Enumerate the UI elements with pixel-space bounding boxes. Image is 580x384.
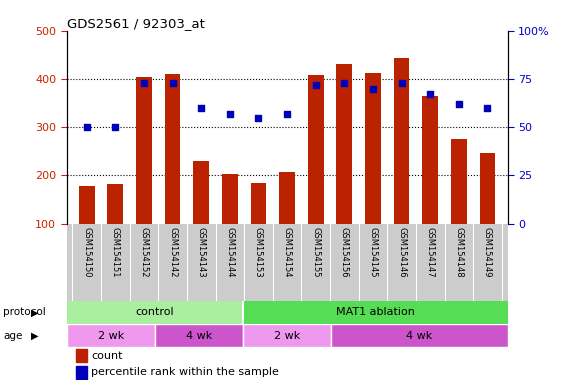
Point (340, 80, 349, 86)
Text: GSM154153: GSM154153 (254, 227, 263, 278)
Point (225, 111, 234, 117)
Bar (155, 324, 243, 347)
Text: GSM154154: GSM154154 (282, 227, 292, 278)
Text: GSM154152: GSM154152 (139, 227, 148, 278)
Text: 4 wk: 4 wk (186, 331, 212, 341)
Bar (308, 75, 324, 223)
Point (197, 105, 206, 111)
Point (168, 80, 177, 86)
Bar (336, 63, 352, 223)
Bar (331, 324, 508, 347)
Text: MAT1 ablation: MAT1 ablation (336, 307, 415, 317)
Text: GSM154144: GSM154144 (226, 227, 234, 278)
Text: GDS2561 / 92303_at: GDS2561 / 92303_at (67, 17, 205, 30)
Text: GSM154147: GSM154147 (426, 227, 435, 278)
Bar (243, 301, 508, 324)
Text: protocol: protocol (3, 307, 46, 317)
Text: GSM154155: GSM154155 (311, 227, 320, 278)
Bar (394, 58, 409, 223)
Bar (193, 161, 209, 223)
Bar (222, 174, 238, 223)
Text: GSM154150: GSM154150 (82, 227, 91, 278)
Bar (75, 366, 86, 379)
Text: 2 wk: 2 wk (274, 331, 300, 341)
Bar (251, 183, 266, 223)
Text: 2 wk: 2 wk (97, 331, 124, 341)
Text: GSM154143: GSM154143 (197, 227, 206, 278)
Bar (79, 186, 95, 223)
Text: GSM154151: GSM154151 (111, 227, 120, 278)
Text: GSM154156: GSM154156 (340, 227, 349, 278)
Bar (243, 324, 331, 347)
Point (111, 124, 120, 130)
Point (311, 82, 320, 88)
Text: GSM154146: GSM154146 (397, 227, 406, 278)
Point (139, 80, 148, 86)
Bar (422, 96, 438, 223)
Point (82, 124, 92, 130)
Bar (75, 349, 86, 362)
Bar (165, 74, 180, 223)
Text: ▶: ▶ (31, 307, 39, 317)
Point (483, 105, 492, 111)
Text: control: control (136, 307, 174, 317)
Text: 4 wk: 4 wk (406, 331, 433, 341)
Bar (67, 301, 243, 324)
Text: count: count (91, 351, 122, 361)
Bar (365, 73, 381, 223)
Text: percentile rank within the sample: percentile rank within the sample (91, 367, 279, 377)
Text: GSM154142: GSM154142 (168, 227, 177, 278)
Text: ▶: ▶ (31, 331, 39, 341)
Point (254, 114, 263, 121)
Bar (279, 172, 295, 223)
Bar (107, 184, 123, 223)
Text: age: age (3, 331, 22, 341)
Text: GSM154149: GSM154149 (483, 227, 492, 278)
Point (282, 111, 292, 117)
Point (397, 80, 406, 86)
Point (454, 101, 463, 107)
Bar (480, 153, 495, 223)
Point (368, 86, 378, 92)
Text: GSM154148: GSM154148 (454, 227, 463, 278)
Text: GSM154145: GSM154145 (368, 227, 378, 278)
Bar (136, 76, 152, 223)
Bar (67, 324, 155, 347)
Bar (451, 139, 467, 223)
Point (426, 91, 435, 98)
